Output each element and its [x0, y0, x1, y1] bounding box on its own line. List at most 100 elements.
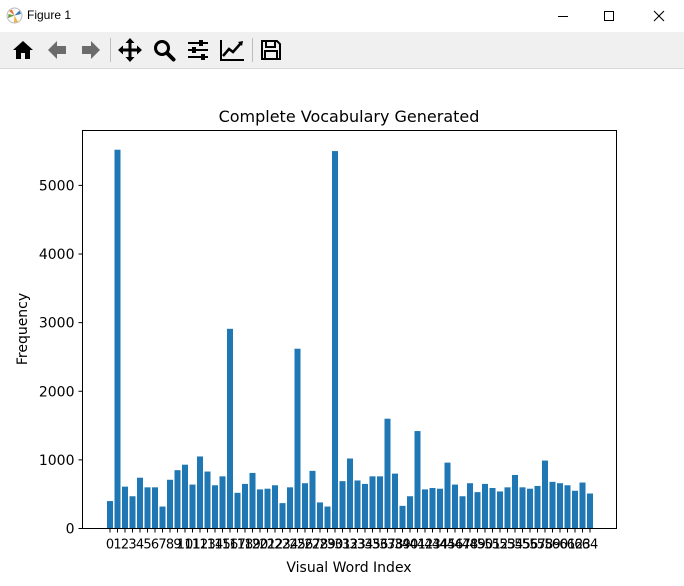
x-tick-label: 11 [184, 538, 201, 553]
bar-47 [459, 496, 466, 529]
x-tick-label: 31 [334, 538, 351, 553]
x-tick-label: 60 [552, 538, 569, 553]
x-tick-label: 15 [214, 538, 231, 553]
back-arrow-icon [48, 41, 66, 59]
x-tick-label: 59 [544, 538, 561, 553]
x-tick-label: 3 [128, 538, 136, 553]
x-tick-label: 29 [319, 538, 336, 553]
bar-54 [512, 474, 518, 529]
bar-1 [114, 149, 121, 529]
bar-15 [219, 476, 226, 529]
chart-title: Complete Vocabulary Generated [219, 107, 480, 126]
bar-24 [287, 487, 293, 529]
close-button[interactable] [636, 0, 682, 32]
x-tick-label: 56 [522, 538, 539, 553]
x-tick-label: 58 [537, 538, 554, 553]
x-tick-label: 19 [244, 538, 261, 553]
bar-5 [144, 487, 151, 529]
x-tick-label: 63 [574, 538, 591, 553]
pan-icon [118, 38, 142, 62]
x-tick-label: 4 [136, 538, 144, 553]
bar-18 [242, 483, 248, 529]
bar-9 [174, 470, 181, 529]
x-tick-label: 5 [143, 538, 151, 553]
bar-33 [354, 480, 361, 529]
bar-30 [332, 151, 338, 529]
forward-button[interactable] [76, 35, 106, 65]
x-tick-label: 8 [166, 538, 174, 553]
x-tick-label: 38 [387, 538, 404, 553]
y-tick-label: 3000 [39, 316, 75, 332]
bar-21 [264, 488, 271, 529]
bar-32 [347, 458, 353, 529]
y-axis-label: Frequency [15, 293, 31, 365]
bar-19 [249, 472, 256, 529]
x-tick-label: 41 [409, 538, 426, 553]
x-tick-label: 34 [357, 538, 374, 553]
save-button[interactable] [256, 35, 286, 65]
minimize-button[interactable] [540, 0, 586, 32]
bar-23 [279, 503, 286, 529]
x-tick-label: 10 [177, 538, 194, 553]
bar-53 [504, 487, 511, 529]
title-bar: Figure 1 [0, 0, 684, 32]
toolbar-separator [252, 38, 253, 62]
x-tick-label: 1 [113, 538, 121, 553]
bar-6 [152, 487, 158, 529]
x-tick-label: 61 [559, 538, 576, 553]
configure-subplots-icon [188, 40, 208, 60]
x-tick-label: 36 [372, 538, 389, 553]
x-tick-label: 2 [121, 538, 129, 553]
x-tick-label: 17 [229, 538, 246, 553]
x-tick-label: 24 [282, 538, 299, 553]
toolbar-separator [110, 38, 111, 62]
x-tick-label: 35 [364, 538, 381, 553]
x-tick-label: 51 [484, 538, 501, 553]
back-button[interactable] [42, 35, 72, 65]
bar-60 [557, 483, 563, 529]
pan-button[interactable] [115, 35, 145, 65]
x-tick-label: 18 [237, 538, 254, 553]
bar-22 [272, 485, 278, 529]
bar-63 [579, 482, 586, 529]
bar-34 [362, 483, 368, 529]
edit-axis-icon [220, 40, 244, 61]
bar-17 [234, 492, 241, 529]
x-tick-label: 21 [259, 538, 276, 553]
x-tick-label: 13 [199, 538, 216, 553]
x-tick-label: 52 [492, 538, 509, 553]
bar-31 [339, 481, 346, 529]
bar-52 [497, 491, 503, 529]
bar-55 [519, 487, 526, 529]
x-tick-label: 62 [567, 538, 584, 553]
matplotlib-logo-icon [6, 7, 23, 24]
home-icon [13, 41, 33, 59]
zoom-icon [154, 40, 176, 62]
x-tick-label: 57 [529, 538, 546, 553]
x-tick-label: 42 [417, 538, 434, 553]
minimize-icon [558, 16, 568, 17]
navigation-toolbar [0, 32, 684, 69]
x-tick-label: 0 [106, 538, 114, 553]
bar-29 [324, 506, 331, 529]
maximize-button[interactable] [586, 0, 632, 32]
x-tick-label: 20 [252, 538, 269, 553]
bar-57 [534, 485, 541, 529]
x-tick-label: 12 [192, 538, 209, 553]
zoom-button[interactable] [149, 35, 179, 65]
x-tick-label: 44 [432, 538, 449, 553]
edit-axis-button[interactable] [217, 35, 247, 65]
close-icon [653, 10, 665, 22]
figure-canvas[interactable]: Complete Vocabulary Generated 0 1000 2000 3… [0, 69, 684, 582]
y-tick-label: 0 [66, 522, 75, 538]
x-tick-label: 9 [173, 538, 181, 553]
configure-subplots-button[interactable] [183, 35, 213, 65]
home-button[interactable] [8, 35, 38, 65]
bar-44 [437, 488, 443, 529]
x-tick-label: 25 [289, 538, 306, 553]
bar-25 [294, 348, 301, 529]
bar-61 [564, 485, 571, 529]
x-tick-label: 53 [499, 538, 516, 553]
bar-12 [197, 456, 203, 529]
x-tick-label: 64 [582, 538, 599, 553]
